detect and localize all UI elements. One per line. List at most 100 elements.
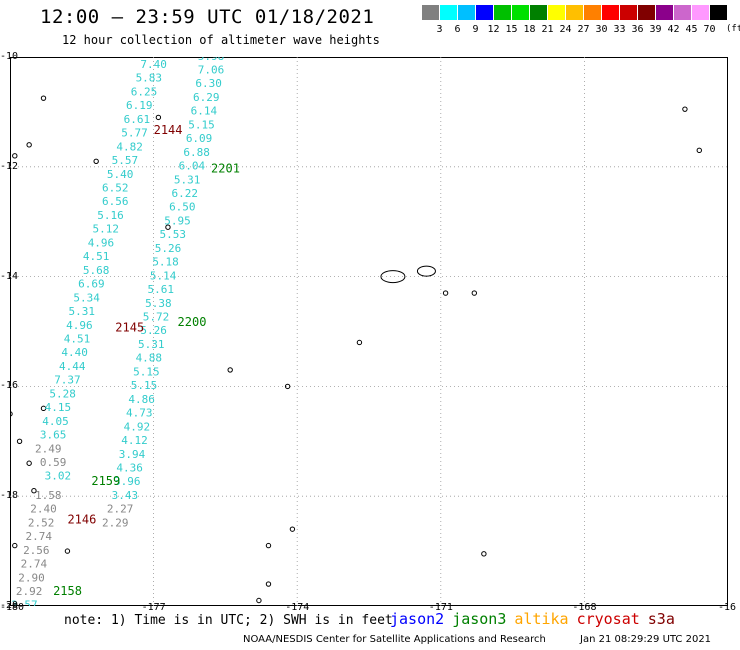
swh-value-label: 4.86 bbox=[128, 393, 155, 406]
pass-time-label: 2143 bbox=[178, 57, 207, 60]
map-subtitle: 12 hour collection of altimeter wave hei… bbox=[62, 33, 380, 47]
swh-value-label: 6.09 bbox=[186, 132, 213, 145]
swh-value-label: 6.50 bbox=[169, 201, 196, 214]
island-outline bbox=[356, 339, 363, 346]
swh-value-label: 5.15 bbox=[133, 365, 160, 378]
scale-unit: (ft) bbox=[726, 24, 740, 34]
pass-time-label: 2144 bbox=[154, 123, 183, 137]
scale-swatch bbox=[494, 5, 511, 20]
scale-label: 42 bbox=[667, 24, 680, 35]
swh-value-label: 5.61 bbox=[148, 283, 175, 296]
swh-value-label: 1.58 bbox=[35, 489, 62, 502]
scale-label: 6 bbox=[454, 24, 461, 35]
lat-tick-label: -10 bbox=[0, 51, 19, 62]
pass-time-label: 2145 bbox=[115, 321, 144, 335]
pass-time-label: 2159 bbox=[91, 474, 120, 488]
lat-tick-label: -12 bbox=[0, 160, 19, 172]
swh-value-label: 5.12 bbox=[92, 223, 119, 236]
swh-value-label: 5.72 bbox=[143, 311, 170, 324]
lat-tick-label: -20 bbox=[0, 600, 19, 611]
swh-value-label: 6.22 bbox=[171, 187, 198, 200]
island-outline bbox=[265, 581, 272, 587]
swh-value-label: 2.49 bbox=[35, 442, 62, 455]
lon-tick-label: -16 bbox=[718, 602, 737, 613]
island-outline bbox=[289, 526, 296, 532]
swh-value-label: 5.31 bbox=[69, 305, 96, 318]
swh-value-label: 6.29 bbox=[193, 91, 220, 104]
wave-height-map: 6.267.405.836.256.196.615.774.825.575.40… bbox=[10, 57, 728, 606]
swh-value-label: 5.31 bbox=[174, 173, 201, 186]
scale-swatch bbox=[530, 5, 547, 20]
lat-tick-label: -14 bbox=[0, 270, 19, 282]
island-outline bbox=[12, 542, 18, 549]
swh-value-label: 4.73 bbox=[126, 407, 153, 420]
scale-swatch bbox=[692, 5, 709, 20]
swh-value-label: 4.12 bbox=[121, 434, 148, 447]
swh-value-label: 3.57 bbox=[11, 599, 38, 606]
swh-value-label: 4.44 bbox=[59, 360, 86, 373]
legend-item-altika: altika bbox=[514, 610, 569, 628]
swh-value-label: 3.02 bbox=[45, 470, 72, 483]
swh-value-label: 2.74 bbox=[21, 558, 48, 571]
map-title: 12:00 – 23:59 UTC 01/18/2021 bbox=[40, 6, 375, 28]
scale-label: 21 bbox=[541, 24, 554, 35]
lon-tick-label: -177 bbox=[141, 602, 166, 613]
swh-value-label: 3.96 bbox=[114, 475, 141, 488]
island-outline bbox=[696, 147, 702, 154]
swh-value-label: 5.83 bbox=[136, 72, 163, 85]
swh-value-label: 5.26 bbox=[140, 324, 167, 337]
scale-swatch bbox=[656, 5, 673, 20]
swh-value-label: 5.31 bbox=[138, 338, 165, 351]
scale-swatch bbox=[584, 5, 601, 20]
swh-value-label: 5.57 bbox=[112, 154, 139, 167]
swh-value-label: 2.40 bbox=[30, 503, 57, 516]
swh-value-label: 2.74 bbox=[25, 530, 52, 543]
island-outline bbox=[10, 411, 13, 417]
scale-label: 12 bbox=[487, 24, 500, 35]
swh-value-label: 4.96 bbox=[88, 236, 115, 249]
swh-value-label: 4.51 bbox=[64, 332, 91, 345]
swh-value-label: 3.65 bbox=[40, 429, 67, 442]
pass-time-label: 2158 bbox=[53, 584, 82, 598]
scale-swatch bbox=[548, 5, 565, 20]
swh-value-label: 7.37 bbox=[54, 374, 81, 387]
swh-value-label: 2.90 bbox=[18, 571, 45, 584]
scale-label: 27 bbox=[577, 24, 590, 35]
swh-value-label: 3.94 bbox=[119, 448, 146, 461]
swh-value-label: 2.27 bbox=[107, 503, 134, 516]
swh-value-label: 5.40 bbox=[107, 168, 134, 181]
swh-value-label: 5.18 bbox=[152, 256, 179, 269]
scale-swatch bbox=[710, 5, 727, 20]
swh-value-label: 5.98 bbox=[198, 57, 225, 63]
scale-label: 33 bbox=[613, 24, 626, 35]
swh-value-label: 6.56 bbox=[102, 195, 129, 208]
swh-value-label: 6.88 bbox=[183, 146, 210, 159]
swh-value-label: 5.15 bbox=[131, 379, 158, 392]
lon-tick-label: -171 bbox=[428, 602, 453, 613]
swh-value-label: 6.25 bbox=[131, 85, 158, 98]
island-outline bbox=[380, 270, 406, 284]
scale-label: 36 bbox=[631, 24, 644, 35]
swh-value-label: 5.26 bbox=[155, 242, 182, 255]
island-outline bbox=[256, 597, 262, 604]
swh-value-label: 4.36 bbox=[116, 461, 143, 474]
swh-value-label: 6.61 bbox=[124, 113, 151, 126]
swh-value-label: 4.82 bbox=[116, 140, 143, 153]
scale-swatch bbox=[440, 5, 457, 20]
swh-value-label: 6.69 bbox=[78, 278, 105, 291]
scale-swatch bbox=[476, 5, 493, 20]
swh-value-label: 4.92 bbox=[124, 420, 151, 433]
swh-value-label: 4.96 bbox=[66, 319, 93, 332]
scale-swatch bbox=[674, 5, 691, 20]
swh-value-label: 5.28 bbox=[49, 387, 76, 400]
swh-value-label: 5.53 bbox=[159, 228, 186, 241]
swh-value-label: 2.56 bbox=[23, 544, 50, 557]
swh-value-label: 6.14 bbox=[191, 105, 218, 118]
island-outline bbox=[31, 488, 37, 494]
scale-label: 45 bbox=[685, 24, 698, 35]
scale-swatch bbox=[602, 5, 619, 20]
island-outline bbox=[481, 551, 487, 557]
lon-tick-label: -168 bbox=[572, 602, 597, 613]
swh-value-label: 6.26 bbox=[136, 57, 163, 60]
swh-value-label: 4.05 bbox=[42, 415, 69, 428]
